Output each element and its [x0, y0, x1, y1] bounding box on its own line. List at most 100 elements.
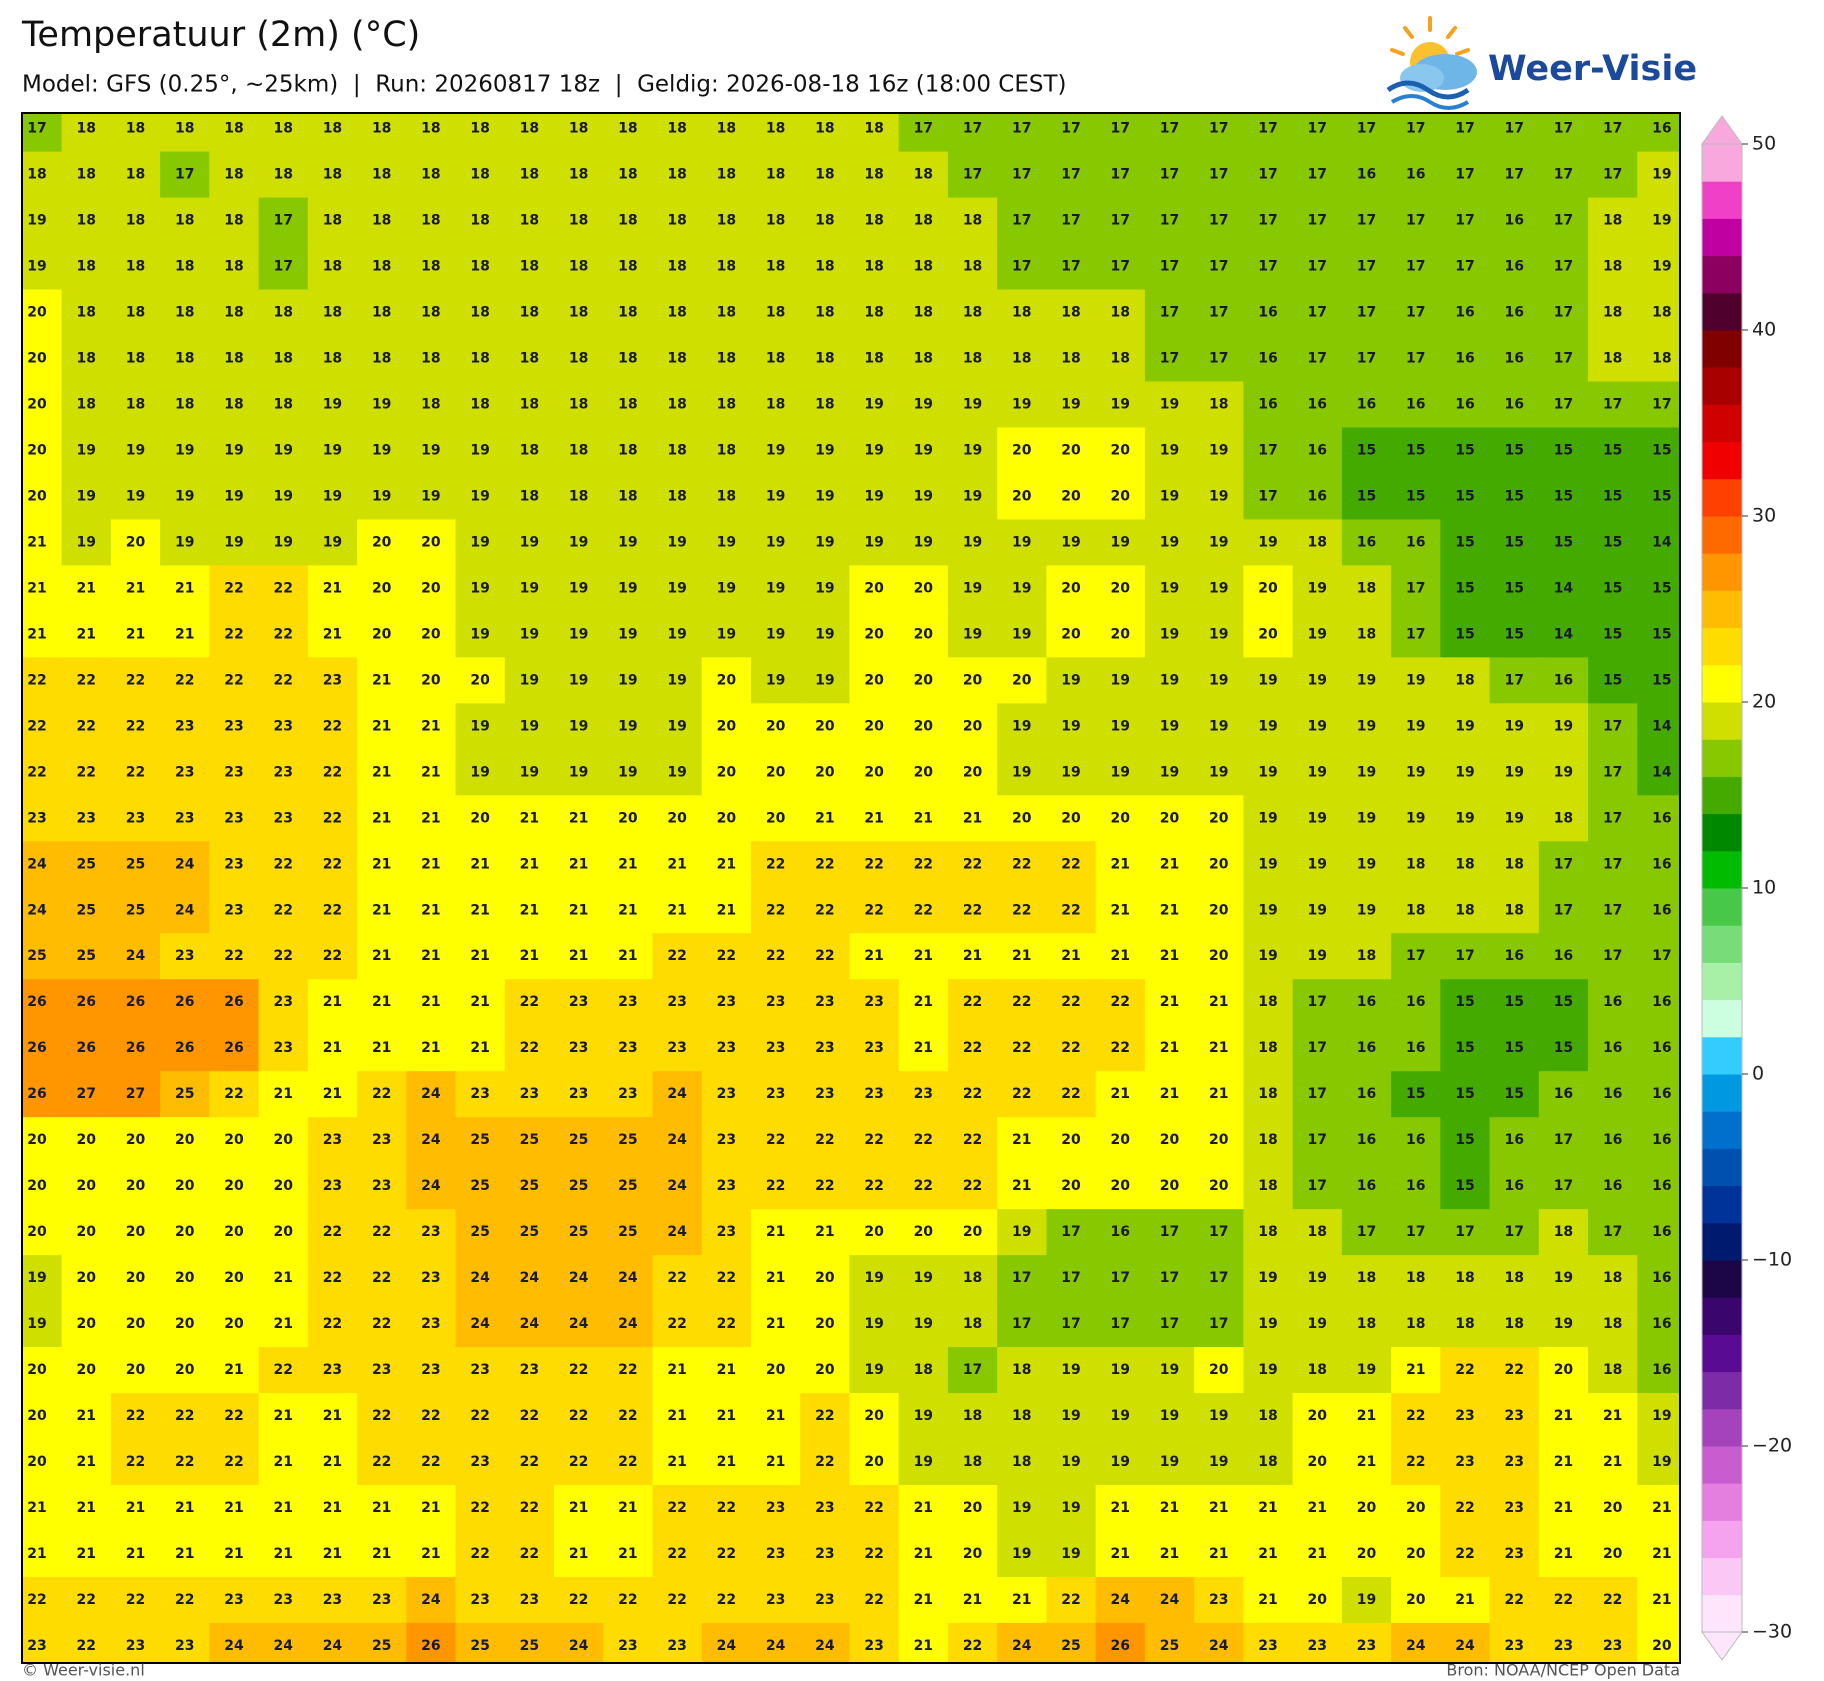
temperature-label: 17 — [1012, 213, 1031, 229]
temperature-label: 17 — [1061, 1270, 1080, 1286]
temperature-cell — [1144, 151, 1195, 199]
temperature-label: 22 — [569, 1408, 588, 1424]
temperature-cell — [1341, 381, 1392, 429]
temperature-label: 18 — [421, 213, 440, 229]
temperature-cell — [209, 933, 260, 980]
temperature-label: 19 — [815, 672, 834, 688]
temperature-label: 18 — [372, 351, 391, 367]
colorbar-band — [1702, 776, 1742, 815]
temperature-label: 18 — [470, 305, 489, 321]
temperature-label: 18 — [1504, 1270, 1523, 1286]
temperature-label: 22 — [273, 580, 292, 596]
temperature-label: 21 — [1160, 856, 1179, 872]
temperature-label: 16 — [1504, 396, 1523, 412]
temperature-label: 19 — [1357, 856, 1376, 872]
temperature-cell — [406, 933, 457, 980]
temperature-label: 22 — [372, 1224, 391, 1240]
temperature-cell — [1489, 933, 1540, 980]
temperature-label: 18 — [667, 351, 686, 367]
temperature-cell — [406, 335, 457, 383]
temperature-label: 21 — [372, 948, 391, 964]
temperature-label: 21 — [520, 948, 539, 964]
temperature-label: 26 — [126, 994, 145, 1010]
temperature-label: 22 — [372, 1454, 391, 1470]
temperature-cell — [603, 197, 654, 245]
temperature-label: 21 — [520, 856, 539, 872]
temperature-label: 26 — [175, 1040, 194, 1056]
temperature-label: 20 — [1307, 1454, 1327, 1470]
temperature-cell — [455, 473, 506, 521]
temperature-cell — [1538, 795, 1589, 842]
temperature-cell — [1391, 703, 1441, 750]
temperature-label: 20 — [1111, 1178, 1131, 1194]
temperature-cell — [406, 113, 457, 153]
temperature-label: 19 — [1061, 534, 1080, 550]
temperature-cell — [1046, 519, 1097, 567]
temperature-cell — [1194, 933, 1244, 980]
temperature-label: 23 — [224, 902, 243, 918]
temperature-cell — [1046, 841, 1097, 888]
temperature-label: 20 — [1307, 1592, 1327, 1608]
temperature-label: 22 — [323, 718, 342, 734]
temperature-label: 19 — [323, 396, 342, 412]
temperature-label: 16 — [1357, 167, 1376, 183]
temperature-label: 19 — [224, 488, 243, 504]
temperature-label: 19 — [520, 718, 539, 734]
temperature-label: 20 — [175, 1362, 195, 1378]
temperature-label: 21 — [766, 1270, 785, 1286]
temperature-label: 16 — [1307, 396, 1326, 412]
temperature-cell — [1391, 243, 1441, 291]
temperature-cell — [1046, 887, 1097, 934]
temperature-cell — [160, 611, 210, 658]
temperature-label: 19 — [323, 488, 342, 504]
temperature-cell — [849, 381, 900, 429]
temperature-label: 18 — [372, 305, 391, 321]
temperature-label: 19 — [1652, 1454, 1671, 1470]
temperature-label: 22 — [1406, 1454, 1425, 1470]
temperature-label: 18 — [27, 167, 46, 183]
temperature-label: 19 — [1258, 534, 1277, 550]
temperature-label: 18 — [1455, 856, 1474, 872]
temperature-cell — [849, 749, 900, 796]
temperature-cell — [307, 657, 358, 704]
temperature-cell — [1243, 243, 1294, 291]
temperature-label: 19 — [1357, 1592, 1376, 1608]
temperature-label: 22 — [224, 626, 243, 642]
temperature-label: 22 — [1061, 1592, 1080, 1608]
temperature-label: 18 — [520, 442, 539, 458]
temperature-label: 20 — [224, 1270, 244, 1286]
temperature-label: 22 — [864, 1546, 883, 1562]
temperature-cell — [22, 933, 63, 980]
temperature-label: 19 — [1504, 810, 1523, 826]
temperature-label: 17 — [1307, 167, 1326, 183]
temperature-label: 21 — [914, 1546, 933, 1562]
temperature-label: 19 — [76, 442, 95, 458]
temperature-cell — [307, 427, 358, 475]
temperature-cell — [701, 473, 752, 521]
temperature-label: 20 — [76, 1224, 96, 1240]
temperature-label: 19 — [815, 442, 834, 458]
temperature-label: 17 — [1061, 213, 1080, 229]
temperature-label: 19 — [963, 534, 982, 550]
temperature-cell — [800, 519, 851, 567]
temperature-label: 23 — [618, 1086, 637, 1102]
temperature-label: 22 — [815, 1178, 834, 1194]
temperature-cell — [554, 519, 604, 567]
temperature-label: 18 — [1012, 1454, 1031, 1470]
temperature-label: 23 — [667, 994, 686, 1010]
temperature-label: 19 — [1061, 764, 1080, 780]
temperature-label: 19 — [667, 764, 686, 780]
temperature-label: 21 — [1603, 1408, 1622, 1424]
temperature-cell — [1144, 473, 1195, 521]
temperature-cell — [750, 473, 801, 521]
temperature-label: 23 — [126, 810, 145, 826]
temperature-cell — [947, 289, 998, 337]
temperature-label: 15 — [1554, 488, 1573, 504]
temperature-label: 23 — [175, 948, 194, 964]
temperature-label: 20 — [864, 1408, 884, 1424]
temperature-label: 18 — [1406, 1316, 1425, 1332]
temperature-cell — [750, 887, 801, 934]
temperature-label: 20 — [372, 534, 392, 550]
temperature-label: 18 — [717, 442, 736, 458]
temperature-cell — [406, 519, 457, 567]
